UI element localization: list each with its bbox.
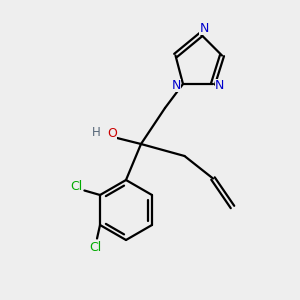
- Text: N: N: [215, 79, 224, 92]
- Text: N: N: [199, 22, 209, 35]
- Text: H: H: [92, 125, 100, 139]
- Text: O: O: [107, 127, 117, 140]
- Text: Cl: Cl: [89, 241, 102, 254]
- Text: Cl: Cl: [70, 180, 83, 193]
- Text: N: N: [172, 79, 181, 92]
